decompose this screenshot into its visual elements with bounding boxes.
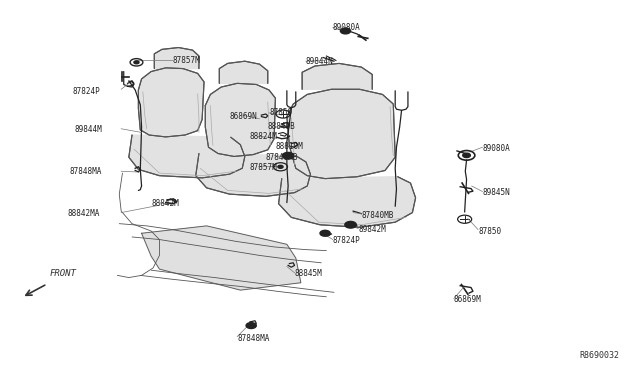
Circle shape <box>246 323 256 328</box>
Text: R8690032: R8690032 <box>579 350 620 359</box>
Text: FRONT: FRONT <box>49 269 76 278</box>
Polygon shape <box>129 135 245 178</box>
Circle shape <box>463 153 470 158</box>
Text: 87850: 87850 <box>478 227 501 235</box>
Text: 89844M: 89844M <box>74 125 102 134</box>
Polygon shape <box>302 63 372 89</box>
Polygon shape <box>138 68 204 137</box>
Text: 87857M: 87857M <box>250 163 278 172</box>
Text: 88845M: 88845M <box>294 269 323 278</box>
Text: 89845N: 89845N <box>483 188 510 197</box>
Polygon shape <box>154 48 199 68</box>
Text: 87848MA: 87848MA <box>237 334 269 343</box>
Text: 87848MA: 87848MA <box>70 167 102 176</box>
Polygon shape <box>205 83 275 157</box>
Circle shape <box>134 61 139 64</box>
Text: 87840MB: 87840MB <box>362 211 394 220</box>
Text: 87840MB: 87840MB <box>266 153 298 162</box>
Text: 88824M: 88824M <box>250 132 278 141</box>
Polygon shape <box>196 154 310 196</box>
Polygon shape <box>287 89 395 179</box>
Text: 89842M: 89842M <box>358 225 386 234</box>
Text: 86869N: 86869N <box>230 112 257 121</box>
Text: 89080A: 89080A <box>333 23 360 32</box>
Polygon shape <box>278 177 415 227</box>
Circle shape <box>320 230 330 236</box>
Polygon shape <box>141 226 301 290</box>
Text: 88842MA: 88842MA <box>68 209 100 218</box>
Text: 87824P: 87824P <box>333 236 360 245</box>
Text: 89080A: 89080A <box>483 144 510 153</box>
Text: 88810M: 88810M <box>275 142 303 151</box>
Text: 87850: 87850 <box>269 108 292 117</box>
Circle shape <box>345 221 356 228</box>
Circle shape <box>278 165 283 168</box>
Text: 89844N: 89844N <box>306 57 333 66</box>
Polygon shape <box>220 61 268 83</box>
Text: 86869M: 86869M <box>454 295 481 304</box>
Text: 87857M: 87857M <box>172 56 200 65</box>
Circle shape <box>282 153 294 159</box>
Circle shape <box>340 28 351 34</box>
Text: 88840B: 88840B <box>268 122 296 131</box>
Text: 87824P: 87824P <box>72 87 100 96</box>
Text: 88842M: 88842M <box>151 199 179 208</box>
